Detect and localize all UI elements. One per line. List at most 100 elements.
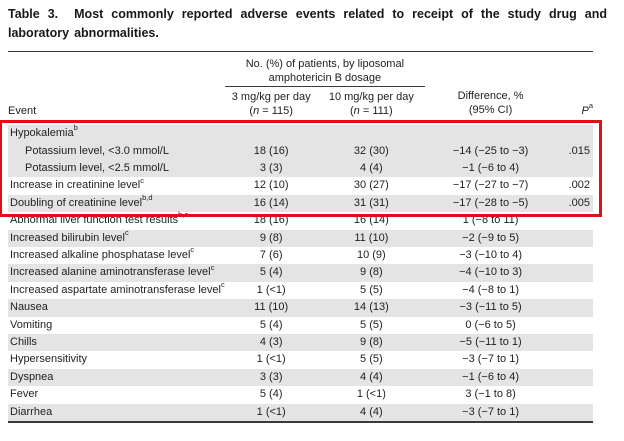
event-label-cell: Dyspnea — [10, 370, 54, 383]
p-value-cell: .005 — [568, 196, 590, 209]
count-10mg-cell: 9 (8) — [360, 335, 383, 348]
event-label-cell: Increased alkaline phosphatase levelc — [10, 245, 195, 261]
table-caption: Table 3. Most commonly reported adverse … — [8, 5, 607, 42]
difference-cell: −5 (−11 to 1) — [459, 335, 522, 348]
count-3mg-cell: 3 (3) — [259, 370, 283, 383]
count-3mg-cell: 1 (<1) — [256, 353, 286, 366]
event-label-cell: Fever — [10, 388, 39, 401]
p-value-cell — [556, 351, 593, 368]
difference-cell: −1 (−6 to 4) — [462, 370, 520, 383]
difference-cell: −17 (−28 to −5) — [452, 196, 529, 209]
p-value-cell: .015 — [568, 144, 590, 157]
table-row: Diarrhea 1 (<1) 4 (4) −3 (−7 to 1) — [8, 403, 593, 422]
event-label-cell: Increased aspartate aminotransferase lev… — [10, 280, 225, 296]
column-header-difference: Difference, % (95% CI) — [457, 90, 524, 117]
p-value-cell — [556, 317, 593, 334]
table-body: Hypokalemiab Potassium level, <3.0 mmol/L… — [8, 123, 593, 422]
difference-cell: 3 (−1 to 8) — [465, 388, 516, 401]
difference-cell — [425, 125, 556, 142]
table-row: Increased bilirubin levelc 9 (8) 11 (10) −2… — [8, 227, 593, 247]
column-header-event: Event — [8, 104, 37, 117]
p-value-cell — [556, 386, 593, 403]
count-10mg-cell — [318, 125, 425, 142]
count-10mg-cell: 16 (14) — [353, 214, 389, 227]
event-label-cell: Diarrhea — [10, 405, 53, 418]
count-3mg-cell — [225, 125, 318, 142]
difference-cell: −14 (−25 to −3) — [452, 144, 529, 157]
count-3mg-cell: 16 (14) — [253, 196, 289, 209]
count-10mg-cell: 5 (5) — [360, 353, 383, 366]
count-3mg-cell: 3 (3) — [259, 161, 283, 174]
count-3mg-cell: 18 (16) — [253, 144, 289, 157]
count-10mg-cell: 4 (4) — [360, 405, 383, 418]
count-10mg-cell: 4 (4) — [360, 370, 383, 383]
p-value-cell — [556, 230, 593, 247]
p-value-cell — [556, 334, 593, 351]
dosage-group-header: No. (%) of patients, by liposomal amphot… — [224, 51, 426, 87]
group-header-spacer — [8, 52, 225, 87]
count-3mg-cell: 1 (<1) — [256, 405, 286, 418]
event-label-cell: Potassium level, <3.0 mmol/L — [25, 144, 169, 157]
table-row: Dyspnea 3 (3) 4 (4) −1 (−6 to 4) — [8, 368, 593, 387]
difference-cell: −2 (−9 to 5) — [462, 231, 520, 244]
p-value-cell: .002 — [568, 179, 590, 192]
group-header-row: No. (%) of patients, by liposomal amphot… — [8, 51, 593, 87]
event-label-cell: Increased bilirubin levelc — [10, 227, 129, 244]
event-label-cell: Increased alanine aminotransferase level… — [10, 262, 215, 279]
count-3mg-cell: 12 (10) — [253, 179, 289, 192]
table-row: Doubling of creatinine levelb,d 16 (14) 31… — [8, 193, 593, 213]
p-value-cell — [556, 125, 593, 142]
count-10mg-cell: 4 (4) — [360, 161, 383, 174]
group-header-spacer — [425, 52, 556, 87]
p-value-cell — [556, 282, 593, 299]
count-10mg-cell: 9 (8) — [360, 266, 383, 279]
table-row: Potassium level, <3.0 mmol/L 18 (16) 32 (3… — [8, 142, 593, 160]
difference-cell: −3 (−11 to 5) — [459, 301, 522, 314]
event-label-cell: Increase in creatinine levelc — [10, 175, 144, 192]
adverse-events-table: No. (%) of patients, by liposomal amphot… — [8, 51, 593, 423]
difference-cell: −3 (−10 to 4) — [459, 248, 523, 261]
count-10mg-cell: 11 (10) — [354, 231, 389, 244]
count-10mg-cell: 5 (5) — [360, 318, 383, 331]
count-3mg-cell: 9 (8) — [259, 231, 283, 244]
column-header-10mg: 10 mg/kg per day (n = 111) — [328, 90, 414, 117]
table-row: Increased alanine aminotransferase level… — [8, 262, 593, 282]
count-3mg-cell: 5 (4) — [259, 266, 283, 279]
count-3mg-cell: 4 (3) — [259, 335, 283, 348]
event-label-cell: Hypersensitivity — [10, 353, 88, 366]
difference-cell: 0 (−6 to 5) — [465, 318, 516, 331]
event-label-cell: Abnormal liver function test resultsb,e — [10, 210, 189, 227]
table-row: Nausea 11 (10) 14 (13) −3 (−11 to 5) — [8, 299, 593, 317]
count-3mg-cell: 7 (6) — [259, 248, 283, 261]
event-label-cell: Vomiting — [10, 318, 53, 331]
count-3mg-cell: 5 (4) — [259, 318, 283, 331]
p-value-cell — [556, 369, 593, 386]
count-3mg-cell: 11 (10) — [254, 301, 289, 314]
difference-cell: −4 (−8 to 1) — [462, 283, 520, 296]
table-row: Potassium level, <2.5 mmol/L 3 (3) 4 (4) −1… — [8, 159, 593, 178]
table-row: Increased aspartate aminotransferase lev… — [8, 280, 593, 299]
p-value-cell — [556, 299, 593, 316]
difference-cell: −17 (−27 to −7) — [452, 179, 529, 192]
table-row: Fever 5 (4) 1 (<1) 3 (−1 to 8) — [8, 386, 593, 403]
p-value-cell — [556, 264, 593, 281]
count-10mg-cell: 14 (13) — [353, 301, 389, 314]
count-10mg-cell: 10 (9) — [356, 248, 386, 261]
event-label-cell: Potassium level, <2.5 mmol/L — [25, 161, 169, 174]
count-10mg-cell: 31 (31) — [353, 196, 389, 209]
p-value-cell — [556, 160, 593, 177]
table-row: Vomiting 5 (4) 5 (5) 0 (−6 to 5) — [8, 317, 593, 334]
table-row: Increase in creatinine levelc 12 (10) 30 (… — [8, 175, 593, 194]
event-label-cell: Doubling of creatinine levelb,d — [10, 193, 153, 209]
table-caption-text: Most commonly reported adverse events re… — [8, 7, 607, 40]
count-3mg-cell: 18 (16) — [253, 214, 289, 227]
count-10mg-cell: 5 (5) — [360, 283, 383, 296]
table-caption-label: Table 3. — [8, 7, 59, 21]
column-header-p-value: Pa — [581, 101, 593, 117]
difference-cell: −1 (−6 to 4) — [462, 161, 520, 174]
p-value-cell — [556, 404, 593, 422]
p-value-cell — [556, 212, 593, 229]
event-label-cell: Nausea — [10, 301, 48, 314]
event-label-cell: Hypokalemiab — [10, 123, 78, 140]
difference-cell: −3 (−7 to 1) — [462, 353, 520, 366]
